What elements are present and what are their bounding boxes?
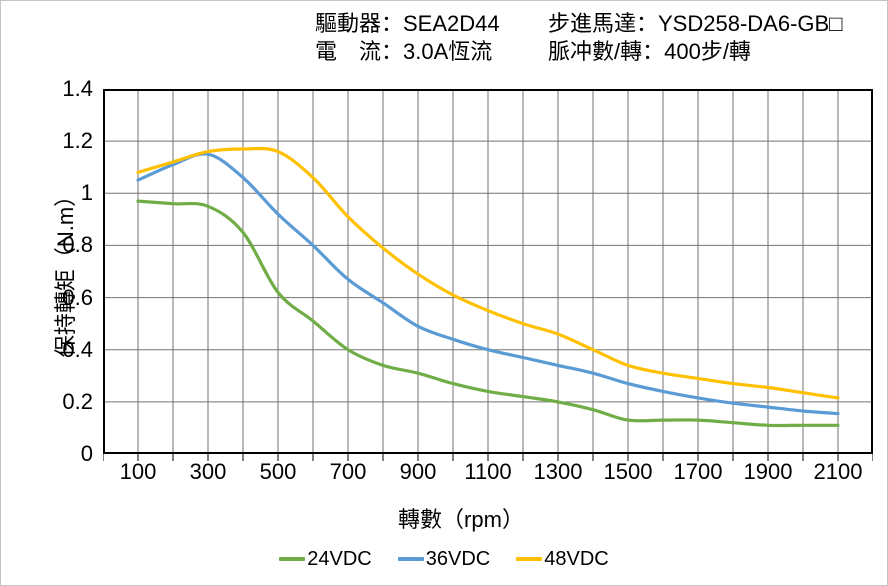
x-tick-label: 1900 <box>743 459 793 484</box>
x-tick-label: 1100 <box>464 459 512 484</box>
x-tick-label: 1700 <box>673 459 723 484</box>
legend-swatch-36VDC <box>397 557 424 561</box>
legend-label-24VDC: 24VDC <box>307 548 372 570</box>
x-tick-label: 500 <box>259 459 297 484</box>
y-tick-label: 0 <box>80 441 93 466</box>
plot-border <box>103 89 873 454</box>
header-current-text: 電 流：3.0A恆流 <box>315 39 493 64</box>
y-tick-label: 1 <box>80 180 93 206</box>
x-axis-title: 轉數（rpm） <box>398 507 524 532</box>
chart-legend: 24VDC 36VDC 48VDC <box>1 547 887 571</box>
legend-item-36VDC: 36VDC <box>397 547 491 571</box>
x-tick-label: 1300 <box>533 459 583 484</box>
header-motor-text: 步進馬達：YSD258-DA6-GB□ <box>548 11 843 36</box>
legend-swatch-48VDC <box>516 557 543 561</box>
y-axis-title: 保持轉矩（N.m） <box>53 184 78 358</box>
x-tick-label: 100 <box>119 459 157 484</box>
grid-vertical-lines <box>137 89 839 454</box>
y-tick-label: 0.8 <box>62 232 93 258</box>
x-axis-tick-marks <box>103 454 873 461</box>
x-tick-label: 2100 <box>813 459 863 484</box>
legend-item-48VDC: 48VDC <box>516 547 609 571</box>
x-tick-label: 700 <box>329 459 367 484</box>
grid-horizontal-lines <box>103 140 873 403</box>
legend-item-24VDC: 24VDC <box>279 547 372 571</box>
plot-area <box>103 89 873 461</box>
series-line-36VDC <box>136 152 840 416</box>
y-tick-label: 1.4 <box>62 76 93 101</box>
y-tick-label: 0.6 <box>62 284 93 310</box>
legend-label-36VDC: 36VDC <box>425 548 491 570</box>
legend-label-48VDC: 48VDC <box>544 548 609 570</box>
y-tick-label: 0.4 <box>62 336 93 362</box>
x-tick-label: 1500 <box>603 459 653 484</box>
series-line-48VDC <box>136 146 840 400</box>
header-pulse-text: 脈冲數/轉：400步/轉 <box>548 39 751 64</box>
x-tick-label: 300 <box>189 459 227 484</box>
y-tick-label: 0.2 <box>62 388 93 414</box>
legend-swatch-24VDC <box>279 557 306 561</box>
header-driver-text: 驅動器：SEA2D44 <box>315 11 500 36</box>
x-tick-label: 900 <box>399 459 437 484</box>
series-line-24VDC <box>136 199 840 428</box>
y-tick-label: 1.2 <box>62 128 93 154</box>
